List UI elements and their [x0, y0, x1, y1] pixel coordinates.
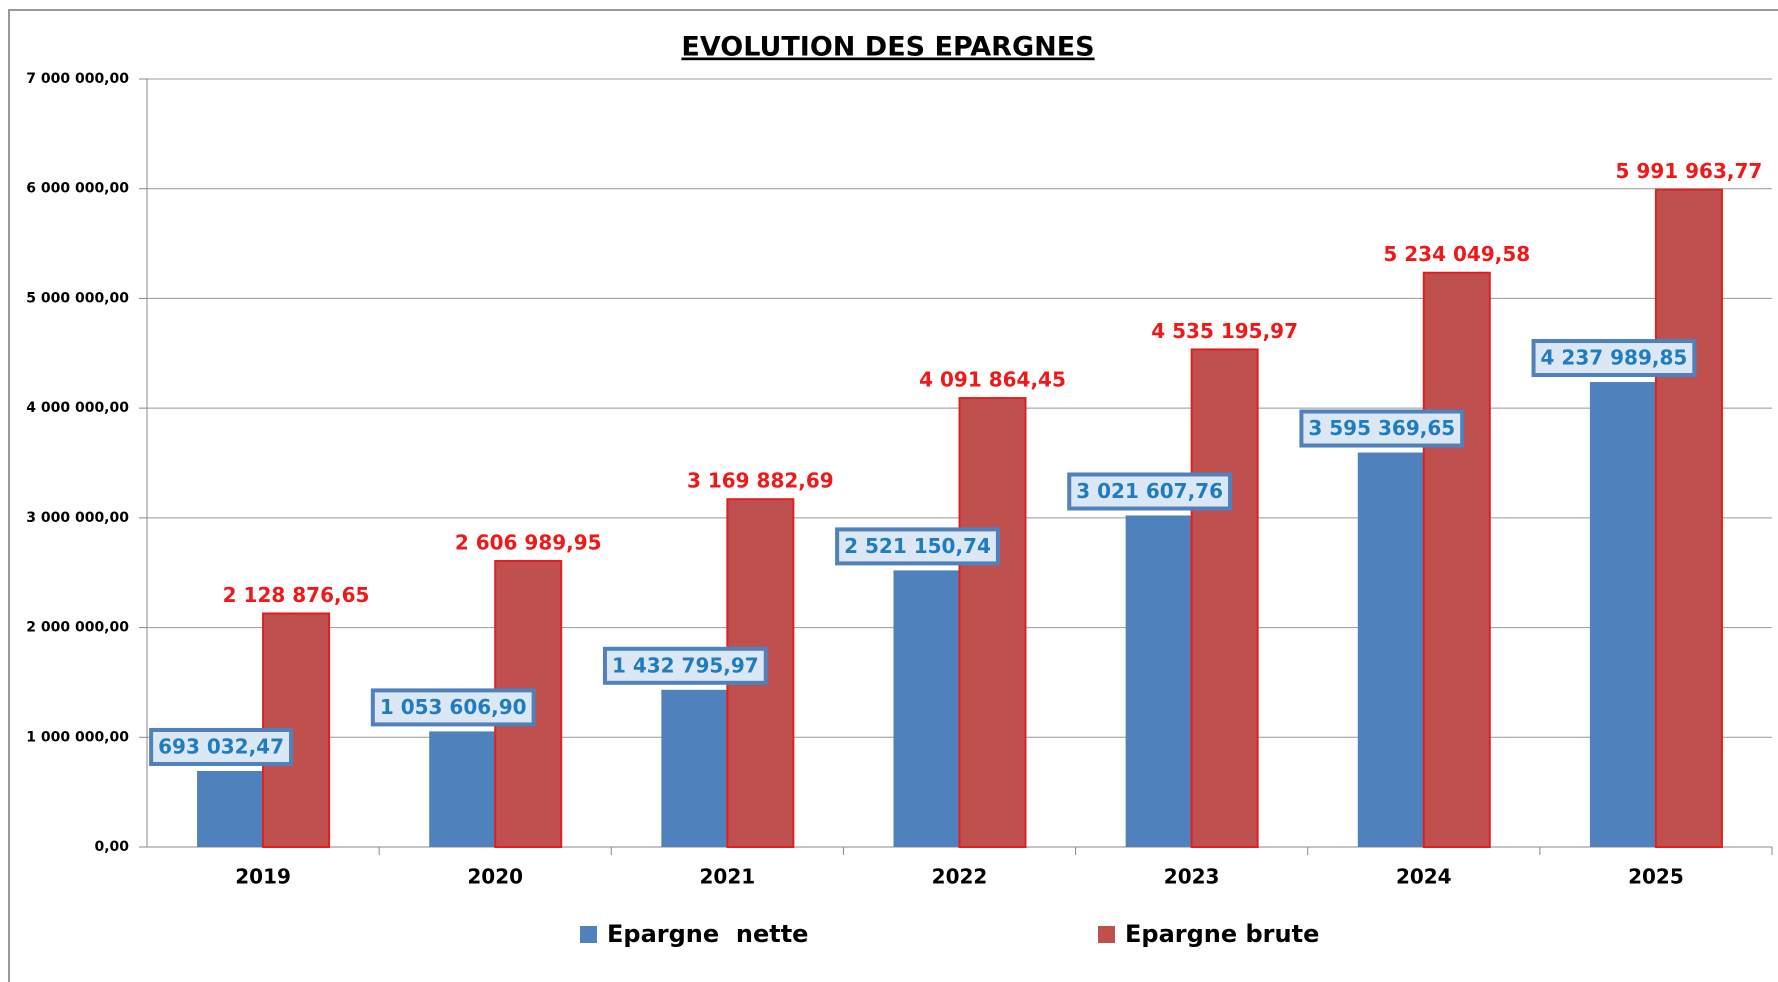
legend-swatch [1098, 926, 1115, 943]
x-tick-label: 2023 [1164, 865, 1220, 889]
x-tick-label: 2021 [700, 865, 756, 889]
bar [1654, 188, 1723, 849]
y-tick-label: 0,00 [94, 839, 129, 855]
data-label: 4 535 195,97 [1151, 319, 1298, 343]
data-label-box [370, 688, 536, 727]
data-label: 5 234 049,58 [1383, 242, 1530, 266]
data-label: 693 032,47 [158, 734, 284, 758]
bar [1357, 452, 1424, 847]
data-label-box [1299, 409, 1465, 448]
data-label-box [149, 727, 294, 766]
data-label: 5 991 963,77 [1616, 159, 1763, 183]
data-label-box [835, 527, 1000, 566]
y-tick-label: 2 000 000,00 [26, 620, 129, 636]
data-label: 3 169 882,69 [687, 469, 834, 493]
data-label-box [602, 646, 768, 685]
y-tick-label: 4 000 000,00 [26, 400, 129, 416]
y-tick-label: 1 000 000,00 [26, 729, 129, 745]
data-label: 3 595 369,65 [1308, 416, 1455, 440]
bar [1125, 515, 1192, 847]
x-tick-label: 2020 [467, 865, 523, 889]
legend-swatch [580, 926, 597, 943]
legend-label: Epargne brute [1125, 920, 1319, 948]
bar [958, 397, 1027, 848]
bar [429, 731, 496, 847]
y-tick-label: 5 000 000,00 [26, 290, 129, 306]
bar [1190, 348, 1259, 848]
x-tick-label: 2025 [1628, 865, 1684, 889]
y-tick-label: 7 000 000,00 [26, 71, 129, 87]
x-tick-label: 2024 [1396, 865, 1452, 889]
data-label: 2 128 876,65 [223, 583, 370, 607]
x-tick-label: 2019 [235, 865, 291, 889]
y-tick-label: 3 000 000,00 [26, 510, 129, 526]
chart-title: EVOLUTION DES EPARGNES [681, 32, 1094, 63]
data-label-box [1067, 472, 1233, 511]
data-label: 1 432 795,97 [612, 653, 759, 677]
x-tick-label: 2022 [932, 865, 988, 889]
bar [661, 689, 728, 847]
legend-label: Epargne nette [607, 920, 808, 948]
data-label: 3 021 607,76 [1076, 479, 1223, 503]
data-label: 2 521 150,74 [844, 534, 991, 558]
bar [1589, 382, 1656, 847]
data-label: 4 091 864,45 [919, 368, 1066, 392]
data-label: 1 053 606,90 [380, 695, 527, 719]
y-tick-label: 6 000 000,00 [26, 181, 129, 197]
bar [1422, 271, 1491, 848]
data-label: 2 606 989,95 [455, 530, 602, 554]
bar [197, 770, 264, 847]
data-label-box [1531, 339, 1697, 378]
bar [893, 570, 960, 847]
data-label: 4 237 989,85 [1541, 346, 1688, 370]
